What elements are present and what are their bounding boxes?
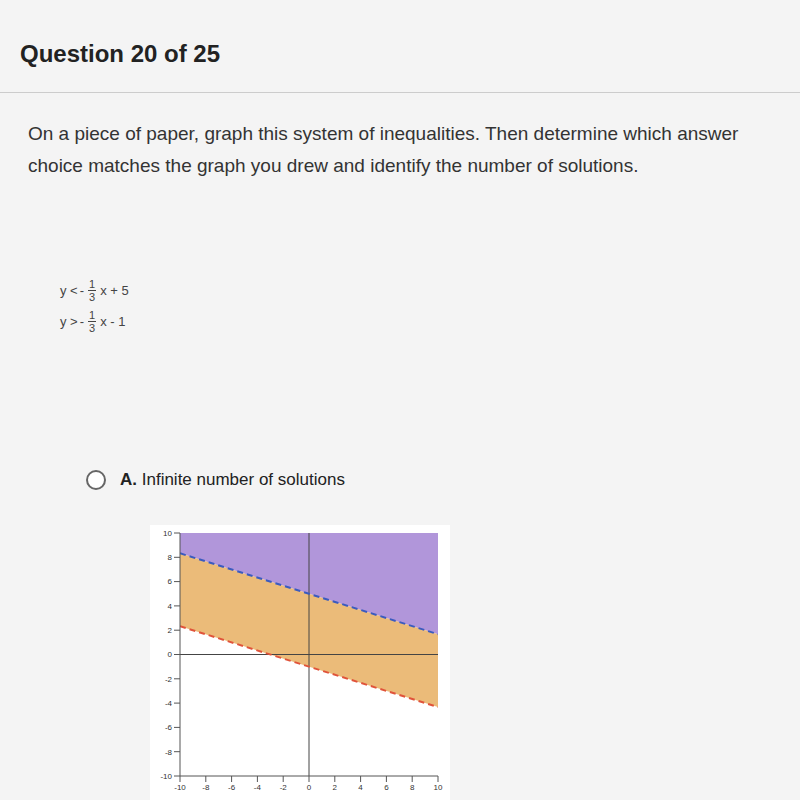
- svg-text:0: 0: [168, 650, 173, 659]
- svg-text:-8: -8: [202, 783, 210, 792]
- svg-text:10: 10: [163, 529, 172, 538]
- svg-text:-10: -10: [160, 772, 172, 781]
- html-text:y > - 1: y > - 1: [60, 309, 96, 329]
- svg-text:-2: -2: [280, 783, 288, 792]
- svg-text:8: 8: [410, 783, 415, 792]
- html-text:3 x + 5: 3 x + 5: [89, 283, 129, 303]
- html-text:Question 20 of 25: Question 20 of 25: [20, 40, 221, 67]
- html-text:y < - 1: y < - 1: [60, 278, 96, 298]
- svg-text:-2: -2: [165, 675, 173, 684]
- html-text:3 x - 1: 3 x - 1: [89, 314, 126, 334]
- svg-text:10: 10: [434, 783, 443, 792]
- svg-text:4: 4: [168, 602, 173, 611]
- svg-text:-10: -10: [174, 783, 186, 792]
- svg-text:4: 4: [358, 783, 363, 792]
- svg-text:-6: -6: [228, 783, 236, 792]
- svg-text:8: 8: [168, 553, 173, 562]
- svg-text:6: 6: [168, 577, 173, 586]
- svg-text:2: 2: [168, 626, 173, 635]
- svg-text:-4: -4: [165, 699, 173, 708]
- svg-text:-8: -8: [165, 748, 173, 757]
- svg-text:0: 0: [307, 783, 312, 792]
- svg-text:-6: -6: [165, 723, 173, 732]
- svg-text:6: 6: [384, 783, 389, 792]
- html-text:A. Infinite number of solution: A. Infinite number of solutions: [120, 470, 345, 489]
- svg-text:2: 2: [333, 783, 338, 792]
- html-text:On a piece of paper, graph thi: On a piece of paper, graph this system o…: [28, 123, 739, 176]
- svg-text:-4: -4: [254, 783, 262, 792]
